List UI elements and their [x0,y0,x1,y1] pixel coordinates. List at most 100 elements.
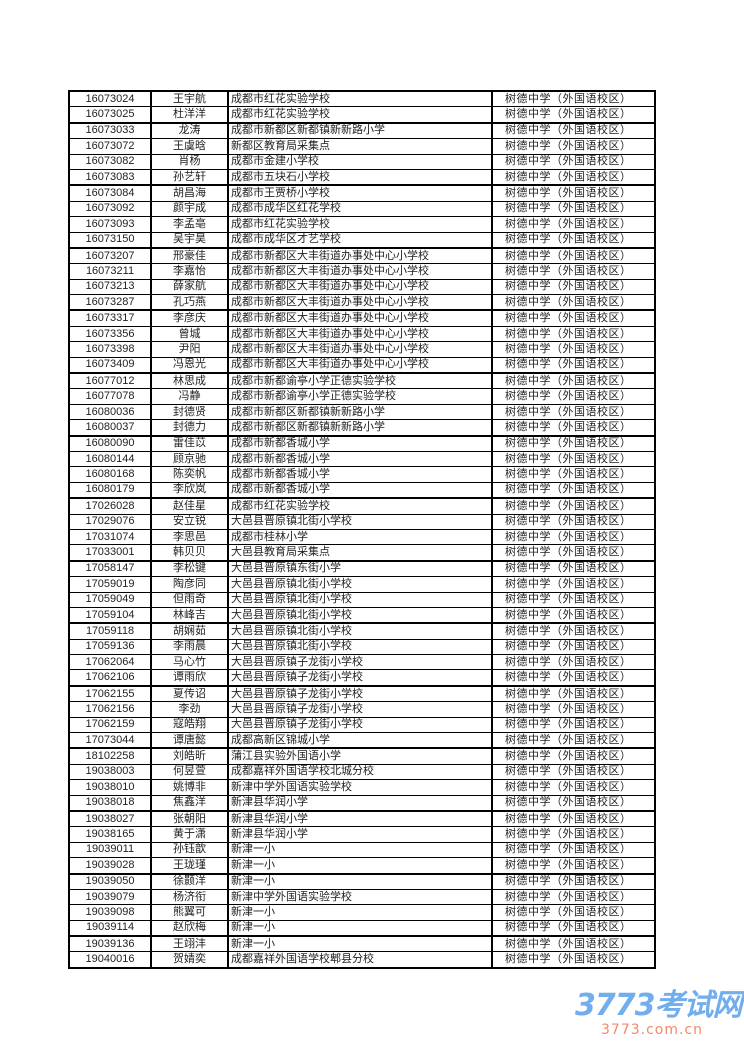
admitted-school-cell: 树德中学（外国语校区） [491,779,656,796]
school-cell: 大邑县晋原镇北街小学校 [227,576,493,593]
student-id-cell: 16073356 [68,325,152,343]
school-cell: 成都市新都区大丰街道办事处中心小学校 [227,356,493,374]
school-cell: 成都市王贾桥小学校 [227,184,493,202]
school-cell: 大邑县晋原镇子龙街小学校 [227,701,493,718]
student-name-cell: 胡娴茹 [150,622,229,640]
school-cell: 成都市新都区大丰街道办事处中心小学校 [227,246,493,265]
table-row: 19038018 焦鑫洋 新津县华润小学 树德中学（外国语校区） [68,794,656,812]
student-name-cell: 曾城 [150,325,229,343]
student-id-cell: 17059104 [68,606,152,624]
student-name-cell: 安立锐 [150,513,229,530]
table-row: 17026028 赵佳星 成都市红花实验学校 树德中学（外国语校区） [68,497,656,515]
table-row: 16080168 陈奕帆 成都市新都香城小学 树德中学（外国语校区） [68,466,656,483]
admitted-school-cell: 树德中学（外国语校区） [491,231,656,249]
admitted-school-cell: 树德中学（外国语校区） [491,794,656,812]
student-name-cell: 姚博非 [150,779,229,796]
admitted-school-cell: 树德中学（外国语校区） [491,372,656,390]
student-name-cell: 胡昌海 [150,184,229,202]
table-row: 16073084 胡昌海 成都市王贾桥小学校 树德中学（外国语校区） [68,184,656,202]
admitted-school-cell: 树德中学（外国语校区） [491,341,656,358]
table-row: 16073213 薛家航 成都市新都区大丰街道办事处中心小学校 树德中学（外国语校区） [68,278,656,296]
school-cell: 大邑县晋原镇北街小学校 [227,638,493,656]
school-cell: 新津县华润小学 [227,826,493,843]
admitted-school-cell: 树德中学（外国语校区） [491,732,656,749]
admitted-school-cell: 树德中学（外国语校区） [491,826,656,843]
table-row: 19038010 姚博非 新津中学外国语实验学校 树德中学（外国语校区） [68,779,656,796]
student-name-cell: 顾京驰 [150,450,229,468]
table-row: 19038165 黄于潇 新津县华润小学 树德中学（外国语校区） [68,826,656,843]
student-id-cell: 16080090 [68,434,152,452]
watermark-logo: 3773考试网 [575,988,743,1023]
admitted-school-cell: 树德中学（外国语校区） [491,559,656,578]
student-name-cell: 冯恩光 [150,356,229,374]
school-cell: 成都高新区锦城小学 [227,732,493,749]
table-row: 19038003 何昱萱 成都嘉祥外国语学校北城分校 树德中学（外国语校区） [68,763,656,781]
student-name-cell: 邢豪佳 [150,246,229,265]
student-name-cell: 熊翼可 [150,904,229,921]
admitted-school-cell: 树德中学（外国语校区） [491,200,656,218]
student-name-cell: 龙涛 [150,121,229,140]
student-id-cell: 17059136 [68,638,152,656]
student-id-cell: 17031074 [68,528,152,546]
table-row: 19039079 杨济衔 新津中学外国语实验学校 树德中学（外国语校区） [68,888,656,906]
student-id-cell: 16073398 [68,341,152,358]
table-row: 17059136 李雨晨 大邑县晋原镇北街小学校 树德中学（外国语校区） [68,638,656,656]
student-id-cell: 16073033 [68,121,152,140]
table-row: 17062064 马心竹 大邑县晋原镇子龙街小学校 树德中学（外国语校区） [68,654,656,671]
school-cell: 大邑县晋原镇北街小学校 [227,622,493,640]
student-id-cell: 19038010 [68,779,152,796]
student-id-cell: 16073025 [68,106,152,124]
admission-table-body: 16073024 王宇航 成都市红花实验学校 树德中学（外国语校区） 16073025 杜… [68,90,656,969]
admitted-school-cell: 树德中学（外国语校区） [491,481,656,499]
admitted-school-cell: 树德中学（外国语校区） [491,528,656,546]
admitted-school-cell: 树德中学（外国语校区） [491,935,656,953]
student-name-cell: 李嘉怡 [150,263,229,280]
admitted-school-cell: 树德中学（外国语校区） [491,246,656,265]
student-name-cell: 赵佳星 [150,497,229,515]
table-row: 16077012 林思成 成都市新都谕亭小学正德实验学校 树德中学（外国语校区） [68,372,656,390]
school-cell: 成都市新都区大丰街道办事处中心小学校 [227,309,493,327]
school-cell: 蒲江县实验外国语小学 [227,747,493,765]
student-id-cell: 17059049 [68,591,152,608]
table-row: 16073409 冯恩光 成都市新都区大丰街道办事处中心小学校 树德中学（外国语校区） [68,356,656,374]
school-cell: 成都市新都区大丰街道办事处中心小学校 [227,263,493,280]
school-cell: 成都市新都区大丰街道办事处中心小学校 [227,294,493,311]
table-row: 16073317 李彦庆 成都市新都区大丰街道办事处中心小学校 树德中学（外国语校区） [68,309,656,327]
admitted-school-cell: 树德中学（外国语校区） [491,121,656,140]
table-row: 16073211 李嘉怡 成都市新都区大丰街道办事处中心小学校 树德中学（外国语校区） [68,263,656,280]
student-id-cell: 16080036 [68,403,152,421]
school-cell: 新津县华润小学 [227,809,493,828]
student-id-cell: 19038165 [68,826,152,843]
table-row: 17059049 但雨奇 大邑县晋原镇北街小学校 树德中学（外国语校区） [68,591,656,608]
admitted-school-cell: 树德中学（外国语校区） [491,216,656,233]
student-id-cell: 17033001 [68,544,152,562]
school-cell: 新津一小 [227,872,493,890]
student-name-cell: 封德力 [150,419,229,437]
table-row: 17062156 李劲 大邑县晋原镇子龙街小学校 树德中学（外国语校区） [68,701,656,718]
student-id-cell: 17026028 [68,497,152,515]
student-name-cell: 但雨奇 [150,591,229,608]
admitted-school-cell: 树德中学（外国语校区） [491,622,656,640]
student-name-cell: 孙艺轩 [150,168,229,186]
table-row: 16073150 吴宇昊 成都市成华区才艺学校 树德中学（外国语校区） [68,231,656,249]
student-id-cell: 16073092 [68,200,152,218]
student-name-cell: 谭唐懿 [150,732,229,749]
admitted-school-cell: 树德中学（外国语校区） [491,763,656,781]
student-name-cell: 李欣岚 [150,481,229,499]
admitted-school-cell: 树德中学（外国语校区） [491,513,656,530]
student-name-cell: 陈奕帆 [150,466,229,483]
table-row: 16073356 曾城 成都市新都区大丰街道办事处中心小学校 树德中学（外国语校区） [68,325,656,343]
student-name-cell: 李孟亳 [150,216,229,233]
student-name-cell: 李松键 [150,559,229,578]
student-name-cell: 杨济衔 [150,888,229,906]
school-cell: 大邑县晋原镇子龙街小学校 [227,654,493,671]
table-row: 16080037 封德力 成都市新都区新都镇新新路小学 树德中学（外国语校区） [68,419,656,437]
table-row: 19039028 王珑瑾 新津一小 树德中学（外国语校区） [68,857,656,875]
school-cell: 成都市新都区大丰街道办事处中心小学校 [227,325,493,343]
student-name-cell: 吴宇昊 [150,231,229,249]
student-id-cell: 16073211 [68,263,152,280]
table-row: 16080179 李欣岚 成都市新都香城小学 树德中学（外国语校区） [68,481,656,499]
student-name-cell: 马心竹 [150,654,229,671]
school-cell: 成都市红花实验学校 [227,216,493,233]
admitted-school-cell: 树德中学（外国语校区） [491,747,656,765]
